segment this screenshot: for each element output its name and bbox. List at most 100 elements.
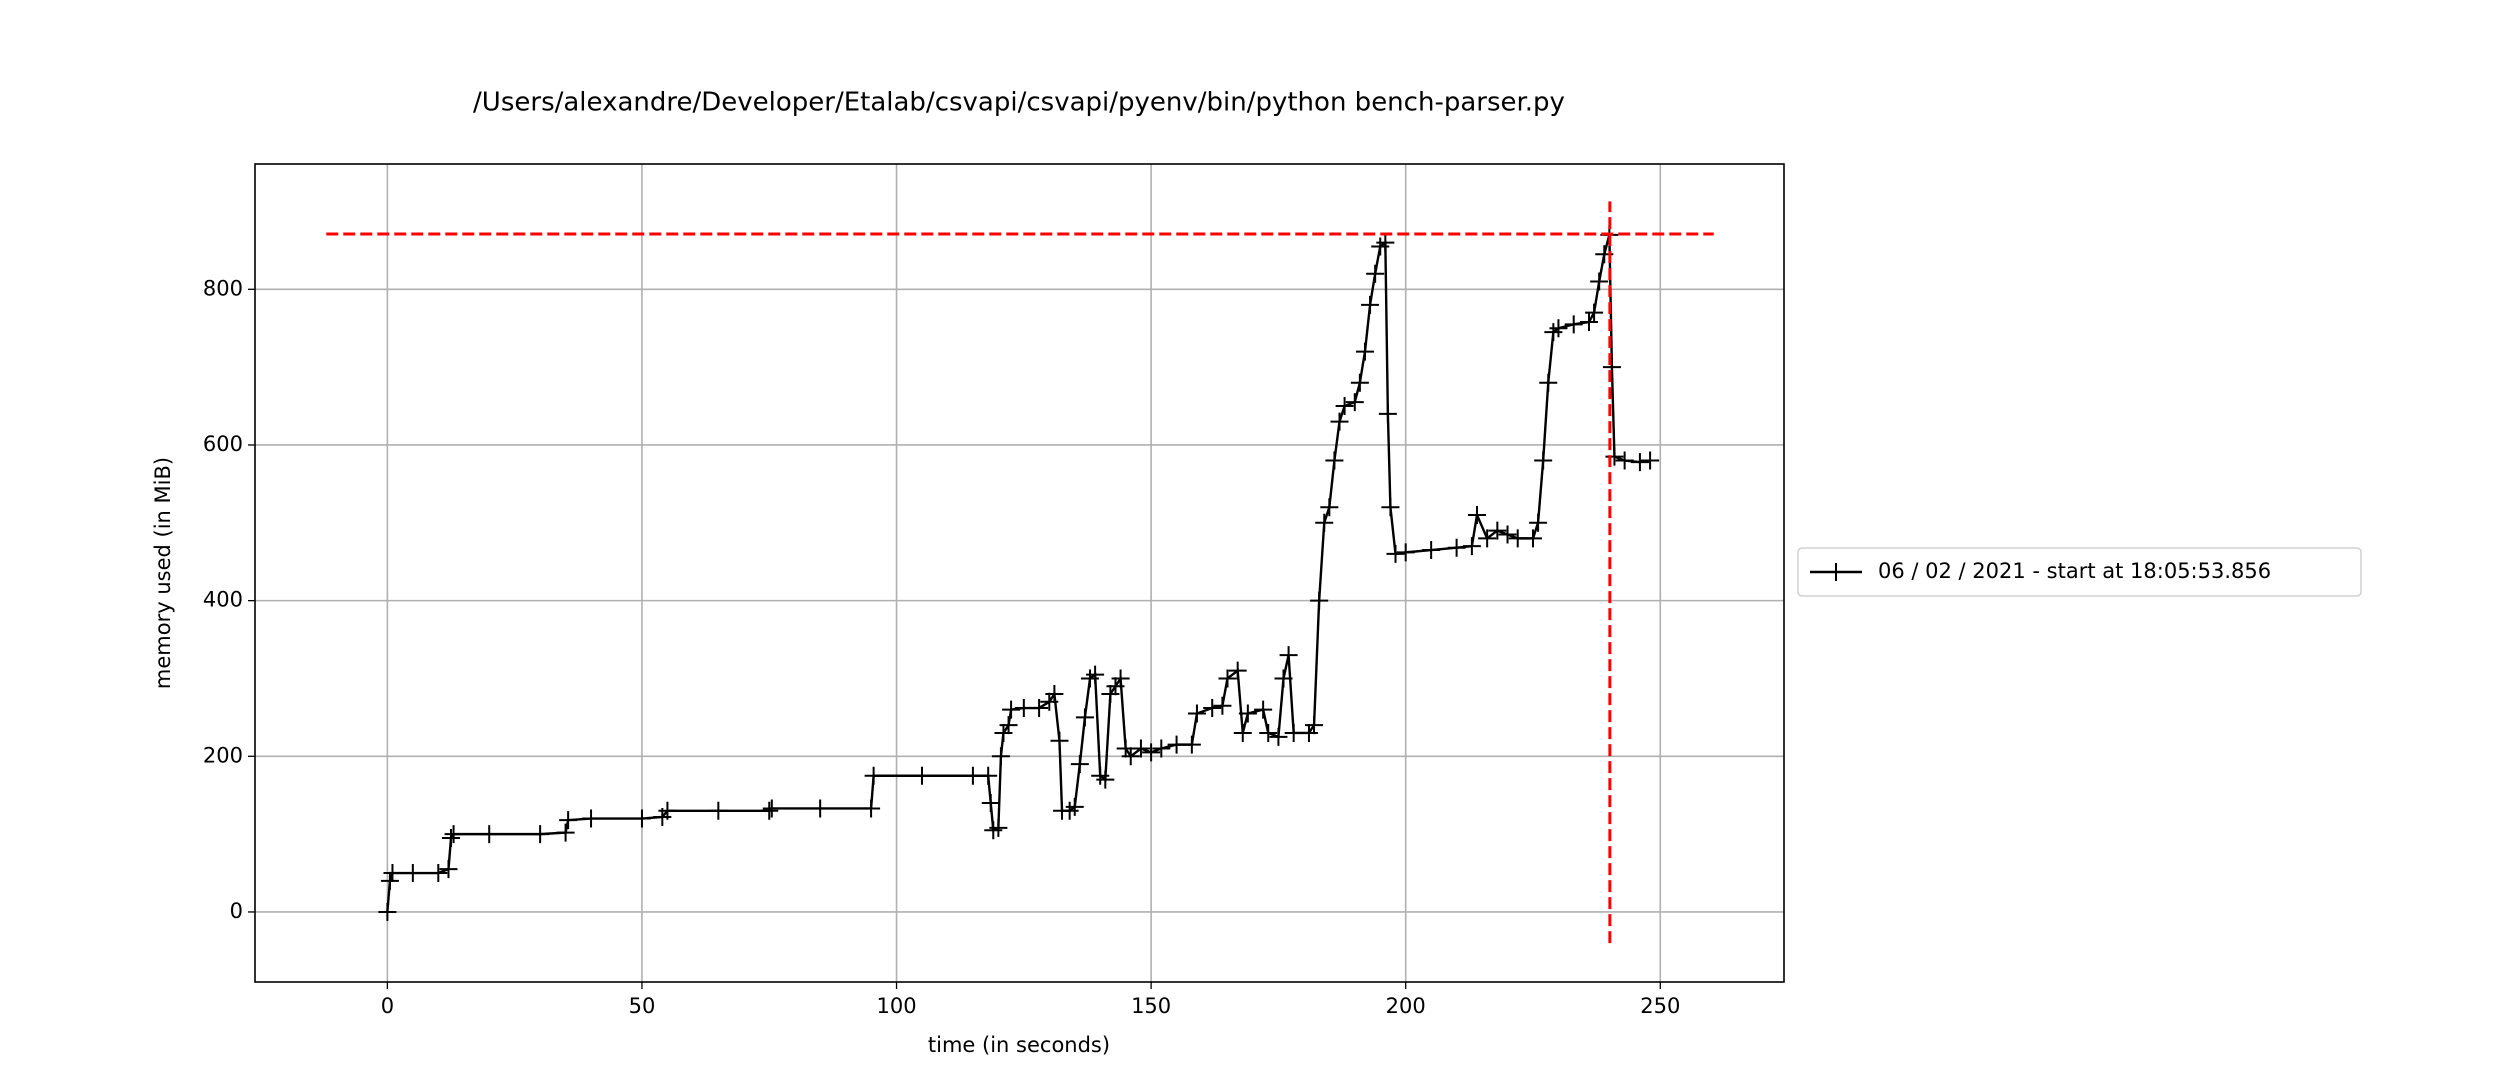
data-marker bbox=[1447, 538, 1466, 557]
data-marker bbox=[582, 809, 601, 828]
data-marker bbox=[1478, 529, 1497, 548]
data-marker bbox=[1350, 373, 1369, 392]
data-marker bbox=[979, 766, 998, 785]
data-marker bbox=[862, 799, 881, 818]
data-marker bbox=[1361, 295, 1380, 314]
data-marker bbox=[963, 766, 982, 785]
data-marker bbox=[1602, 358, 1621, 377]
x-tick-label: 250 bbox=[1640, 994, 1680, 1018]
data-marker bbox=[1534, 451, 1553, 470]
x-tick-label: 0 bbox=[381, 994, 394, 1018]
data-marker bbox=[383, 864, 402, 883]
data-marker bbox=[1330, 412, 1349, 431]
x-axis-label: time (in seconds) bbox=[928, 1033, 1110, 1057]
data-marker bbox=[1396, 543, 1415, 562]
data-marker bbox=[1131, 739, 1150, 758]
data-marker bbox=[1544, 323, 1563, 342]
data-marker bbox=[480, 825, 499, 844]
x-tick-label: 50 bbox=[629, 994, 656, 1018]
plot-frame bbox=[254, 163, 1785, 983]
data-marker bbox=[1564, 315, 1583, 334]
data-marker bbox=[1111, 669, 1130, 688]
data-marker bbox=[762, 799, 781, 818]
x-tick-label: 150 bbox=[1131, 994, 1171, 1018]
data-marker bbox=[1305, 716, 1324, 735]
data-marker bbox=[1203, 699, 1222, 718]
y-tick-label: 200 bbox=[203, 743, 243, 767]
data-marker bbox=[1070, 755, 1089, 774]
data-marker bbox=[403, 864, 422, 883]
data-marker bbox=[380, 871, 399, 890]
data-marker bbox=[1310, 591, 1329, 610]
data-marker bbox=[811, 799, 830, 818]
data-marker bbox=[1641, 451, 1660, 470]
y-tick-label: 800 bbox=[203, 276, 243, 300]
data-marker bbox=[1284, 723, 1303, 742]
data-marker bbox=[444, 825, 463, 844]
data-marker bbox=[1355, 342, 1374, 361]
data-marker bbox=[1167, 735, 1186, 754]
data-marker bbox=[1254, 700, 1273, 719]
data-marker bbox=[1050, 731, 1069, 750]
data-marker bbox=[1187, 704, 1206, 723]
data-marker bbox=[1101, 685, 1120, 704]
data-marker bbox=[1376, 233, 1395, 252]
data-marker bbox=[1279, 646, 1298, 665]
data-marker bbox=[1152, 739, 1171, 758]
data-marker bbox=[442, 829, 461, 848]
data-marker bbox=[1228, 661, 1247, 680]
data-marker bbox=[1605, 447, 1624, 466]
data-marker bbox=[1238, 704, 1257, 723]
data-marker bbox=[1549, 319, 1568, 338]
data-marker bbox=[1422, 541, 1441, 560]
data-marker bbox=[1335, 397, 1354, 416]
data-marker bbox=[1630, 453, 1649, 472]
data-marker bbox=[1508, 529, 1527, 548]
data-marker bbox=[1615, 451, 1634, 470]
data-marker bbox=[439, 860, 458, 879]
data-marker bbox=[1366, 264, 1385, 283]
data-marker bbox=[1488, 521, 1507, 540]
data-marker bbox=[1315, 513, 1334, 532]
data-marker bbox=[1014, 699, 1033, 718]
y-tick-label: 600 bbox=[203, 432, 243, 456]
x-tick-label: 200 bbox=[1386, 994, 1426, 1018]
data-marker bbox=[989, 818, 1008, 837]
chart-title: /Users/alexandre/Developer/Etalab/csvapi… bbox=[473, 88, 1565, 118]
data-marker bbox=[1539, 373, 1558, 392]
data-line bbox=[386, 234, 1651, 913]
data-marker bbox=[378, 902, 397, 921]
data-marker bbox=[1579, 312, 1598, 331]
x-tick-label: 100 bbox=[876, 994, 916, 1018]
data-marker bbox=[999, 716, 1018, 735]
data-marker bbox=[709, 801, 728, 820]
data-marker bbox=[1030, 699, 1049, 718]
data-marker bbox=[658, 801, 677, 820]
data-marker bbox=[531, 825, 550, 844]
data-marker bbox=[1045, 685, 1064, 704]
data-marker bbox=[981, 793, 1000, 812]
data-marker bbox=[1381, 498, 1400, 517]
data-marker bbox=[1274, 669, 1293, 688]
data-marker bbox=[1002, 700, 1021, 719]
data-marker bbox=[1529, 513, 1548, 532]
data-marker bbox=[1378, 404, 1397, 423]
legend-box bbox=[1797, 547, 2362, 597]
data-marker bbox=[1462, 537, 1481, 556]
y-tick-label: 0 bbox=[230, 899, 243, 923]
data-marker bbox=[1182, 735, 1201, 754]
data-marker bbox=[1065, 797, 1084, 816]
data-marker bbox=[1269, 727, 1288, 746]
data-marker bbox=[1218, 669, 1237, 688]
data-marker bbox=[1320, 498, 1339, 517]
data-marker bbox=[556, 823, 575, 842]
data-marker bbox=[1121, 747, 1140, 766]
y-axis-label: memory used (in MiB) bbox=[151, 457, 175, 689]
data-marker bbox=[632, 809, 651, 828]
data-marker bbox=[1075, 708, 1094, 727]
data-marker bbox=[1467, 506, 1486, 525]
data-marker bbox=[1523, 529, 1542, 548]
data-marker bbox=[1498, 525, 1517, 544]
data-marker bbox=[1142, 743, 1161, 762]
